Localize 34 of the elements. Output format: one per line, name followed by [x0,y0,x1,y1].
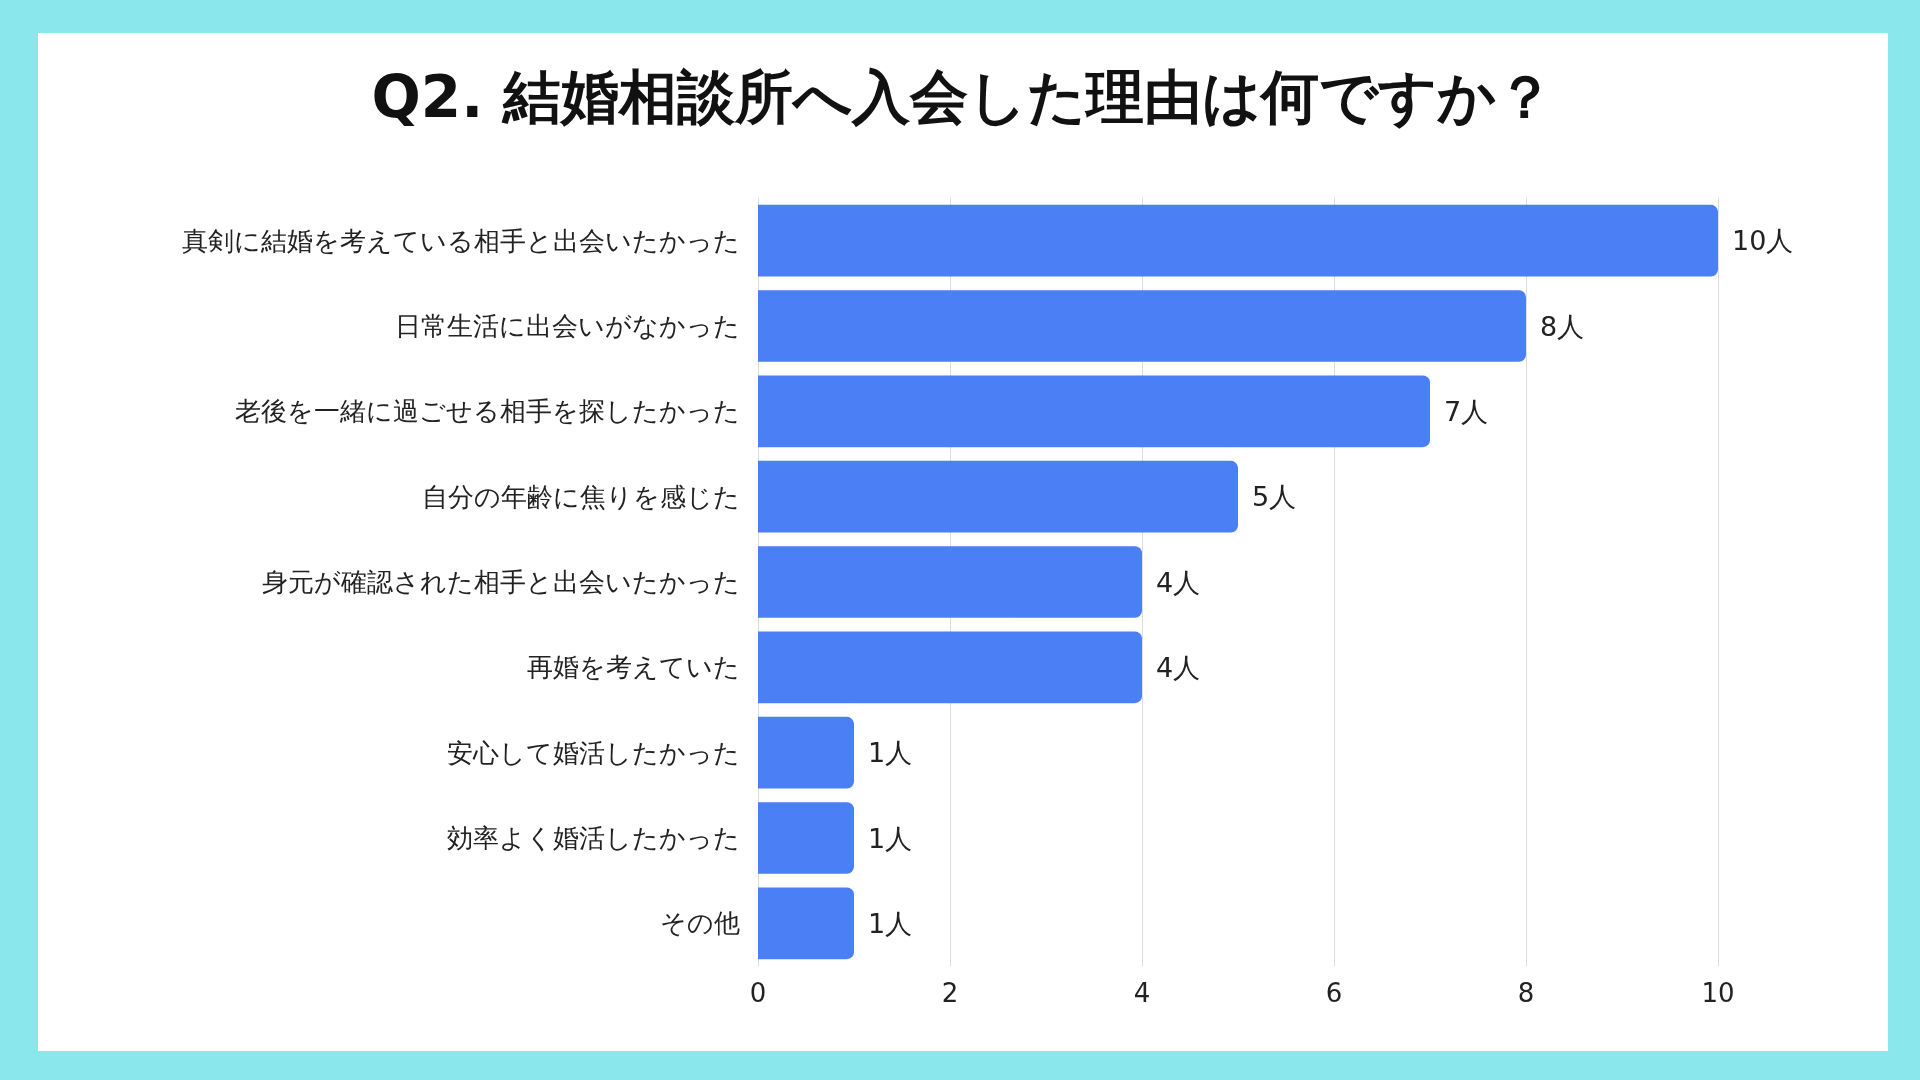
bar [758,375,1430,448]
x-tick-label: 8 [1517,978,1535,1008]
bar [758,716,854,789]
data-label: 7人 [1444,395,1489,427]
data-label: 5人 [1252,481,1297,513]
data-label: 1人 [868,822,913,854]
x-tick-label: 10 [1701,978,1735,1008]
x-tick-label: 2 [941,978,959,1008]
y-tick-label: 身元が確認された相手と出会いたかった [262,567,740,597]
y-tick-label: 日常生活に出会いがなかった [395,311,740,341]
y-tick-label: 安心して婚活したかった [447,737,740,768]
chart-title: Q2. 結婚相談所へ入会した理由は何ですか？ [371,63,1555,131]
bar [758,802,854,874]
bar [758,631,1142,704]
y-tick-label: 再婚を考えていた [527,652,740,683]
data-label: 4人 [1156,566,1201,598]
y-tick-label: その他 [660,908,740,939]
bar [758,546,1142,618]
data-label: 8人 [1540,310,1585,342]
y-tick-label: 効率よく婚活したかった [447,823,740,853]
y-tick-label: 自分の年齢に焦りを感じた [422,481,740,512]
x-tick-label: 4 [1133,978,1151,1008]
data-label: 4人 [1156,651,1201,683]
data-label: 1人 [868,907,913,939]
bar [758,204,1718,277]
bar [758,887,854,960]
y-tick-label: 真剣に結婚を考えている相手と出会いたかった [182,225,740,256]
y-tick-label: 老後を一緒に過ごせる相手を探したかった [235,396,740,427]
bar [758,460,1238,533]
data-label: 10人 [1732,225,1794,257]
data-label: 1人 [868,737,913,769]
x-tick-label: 0 [749,978,767,1008]
x-tick-label: 6 [1325,978,1343,1008]
bar [758,290,1526,362]
